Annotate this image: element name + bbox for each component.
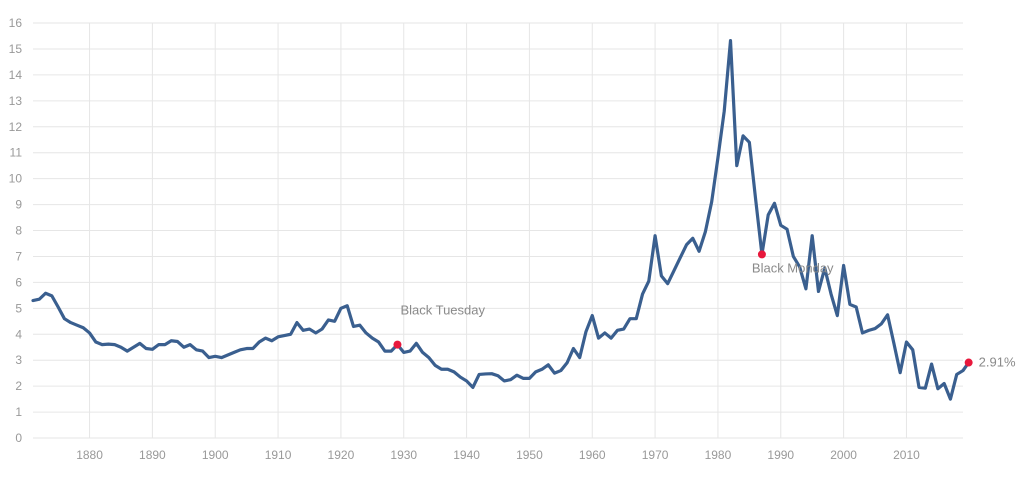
event-marker-label: 2.91%	[979, 355, 1016, 370]
x-tick-label: 1920	[328, 448, 355, 462]
y-tick-label: 9	[15, 198, 22, 212]
event-marker-point[interactable]	[964, 358, 973, 367]
series-line	[31, 39, 971, 401]
y-tick-label: 2	[15, 379, 22, 393]
x-tick-label: 1980	[705, 448, 732, 462]
x-tick-label: 1970	[642, 448, 669, 462]
x-tick-label: 1960	[579, 448, 606, 462]
x-tick-label: 1890	[139, 448, 166, 462]
y-tick-label: 3	[15, 353, 22, 367]
x-axis: 1880 1890 1900 1910 1920 1930 1940 1950 1960 1970…	[76, 448, 920, 462]
y-tick-label: 8	[15, 224, 22, 238]
x-tick-label: 1950	[516, 448, 543, 462]
x-tick-label: 1930	[390, 448, 417, 462]
y-tick-label: 0	[15, 431, 22, 445]
x-tick-label: 1990	[767, 448, 794, 462]
grid	[33, 22, 963, 439]
marker-layer: Black Tuesday Black Monday 2.91%	[393, 250, 1016, 370]
series-layer	[31, 39, 971, 401]
x-tick-label: 1900	[202, 448, 229, 462]
y-tick-label: 7	[15, 249, 22, 263]
x-tick-label: 1880	[76, 448, 103, 462]
y-tick-label: 15	[9, 42, 23, 56]
event-marker-point[interactable]	[757, 250, 766, 259]
event-marker-label: Black Monday	[752, 260, 834, 275]
x-tick-label: 2000	[830, 448, 857, 462]
x-tick-label: 1940	[453, 448, 480, 462]
y-tick-label: 14	[9, 68, 23, 82]
event-marker-label: Black Tuesday	[400, 303, 485, 318]
y-tick-label: 6	[15, 275, 22, 289]
y-tick-label: 5	[15, 301, 22, 315]
y-tick-label: 4	[15, 327, 22, 341]
y-tick-label: 11	[10, 146, 23, 160]
y-tick-label: 13	[9, 94, 23, 108]
y-tick-label: 16	[9, 16, 23, 30]
event-marker-point[interactable]	[393, 340, 402, 349]
y-tick-label: 1	[15, 405, 22, 419]
x-tick-label: 2010	[893, 448, 920, 462]
y-tick-label: 10	[9, 172, 23, 186]
y-tick-label: 12	[9, 120, 23, 134]
x-tick-label: 1910	[265, 448, 292, 462]
